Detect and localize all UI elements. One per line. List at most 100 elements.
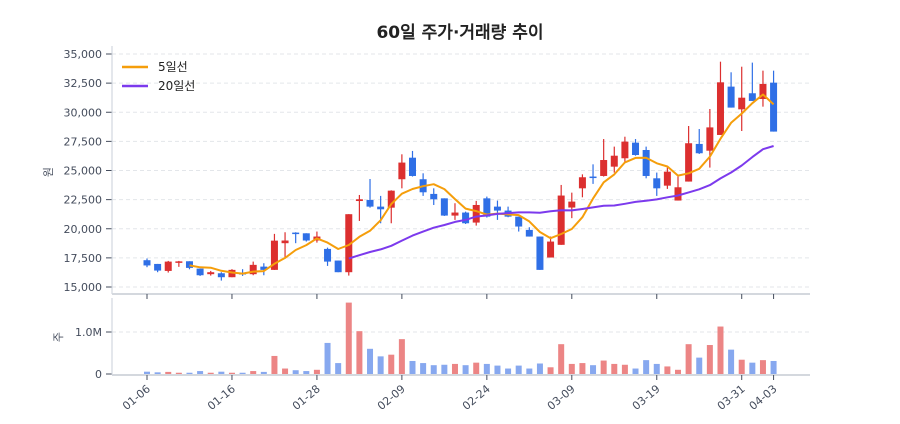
chart-title: 60일 주가·거래량 추이 [376,23,543,43]
candle-body [706,127,714,151]
candle [355,194,363,221]
candle [260,263,268,276]
candle [727,72,735,108]
volume-bar [600,360,607,374]
candle-body [536,236,544,270]
candle-body [493,206,501,211]
x-tick-label: 03-09 [545,382,578,413]
price-tick-label: 35,000 [64,48,103,61]
volume-bar [505,368,512,374]
volume-bar [483,363,490,374]
candle-body [695,143,703,154]
candle-body [292,232,300,235]
volume-bar [292,370,299,374]
x-tick-label: 02-09 [375,382,408,413]
candle-body [547,241,555,258]
candle-body [472,204,480,223]
volume-bar [356,331,363,374]
volume-bar [451,363,458,374]
volume-bar [388,354,395,374]
candle-body [557,195,565,245]
candle [589,164,597,184]
volume-bar [558,344,565,374]
candle-body [164,261,172,271]
volume-bar [303,371,310,374]
volume-bar [536,363,543,374]
candle [493,200,501,220]
legend-label-ma5: 5일선 [158,60,188,74]
candle-body [621,141,629,159]
legend: 5일선 20일선 [122,60,195,93]
candle [462,211,470,224]
candle [302,233,310,242]
candle-body [451,212,459,216]
price-tick-label: 22,500 [64,194,103,207]
volume-bar [175,372,182,374]
candle-body [716,82,724,135]
candle-body [175,261,183,263]
volume-bar [621,364,628,374]
candle-body [185,261,193,268]
candle [642,146,650,179]
volume-bar [430,365,437,374]
volume-bar [759,360,766,374]
volume-bar [260,371,267,374]
volume-bar [239,372,246,374]
candle [632,139,640,156]
volume-bar [250,371,257,374]
candle-body [515,216,523,227]
volume-bar [738,359,745,374]
candle [621,136,629,162]
candle-body [355,199,363,202]
x-tick-label: 01-16 [205,382,238,413]
price-axis-label: 원 [42,167,55,177]
volume-bar [218,371,225,374]
candle-body [377,206,385,210]
volume-bar [664,366,671,374]
volume-bar [186,372,193,374]
candle-body [249,264,257,275]
candle-body [217,273,225,278]
volume-bar [590,365,597,374]
candle-body [196,268,204,276]
candle-body [154,263,162,271]
candle-body [610,155,618,167]
candle-body [387,190,395,208]
volume-tick-label: 1.0M [75,326,102,339]
candle-body [738,97,746,110]
candle-body [525,229,533,237]
candle-body [462,212,470,224]
candle [398,154,406,189]
volume-bar [696,357,703,374]
volume-bar [611,363,618,374]
volume-grid: 0 1.0M [75,326,810,381]
candle-body [281,240,289,244]
candle [154,263,162,273]
candle [504,206,512,218]
price-tick-label: 32,500 [64,77,103,90]
candle-body [260,266,268,270]
candle [525,227,533,237]
candle-body [568,201,576,208]
candle [536,236,544,270]
candle-body [430,193,438,200]
candle [600,139,608,177]
candle-body [632,142,640,156]
candle-body [600,160,608,176]
candle-body [663,171,671,186]
candle [281,232,289,258]
x-tick-label: 03-19 [630,382,663,413]
volume-bar [749,362,756,374]
candle-body [770,82,778,132]
volume-bar [653,363,660,374]
candle [387,190,395,224]
candle-body [366,199,374,207]
ma-line-20 [348,145,774,260]
volume-bar [313,369,320,374]
candle-body [759,83,767,99]
volume-bar [165,371,172,374]
x-ticks: 01-06 01-16 01-28 02-09 02-24 03-09 03-19 03-31… [120,294,780,413]
price-tick-label: 27,500 [64,135,103,148]
candles [143,61,778,281]
